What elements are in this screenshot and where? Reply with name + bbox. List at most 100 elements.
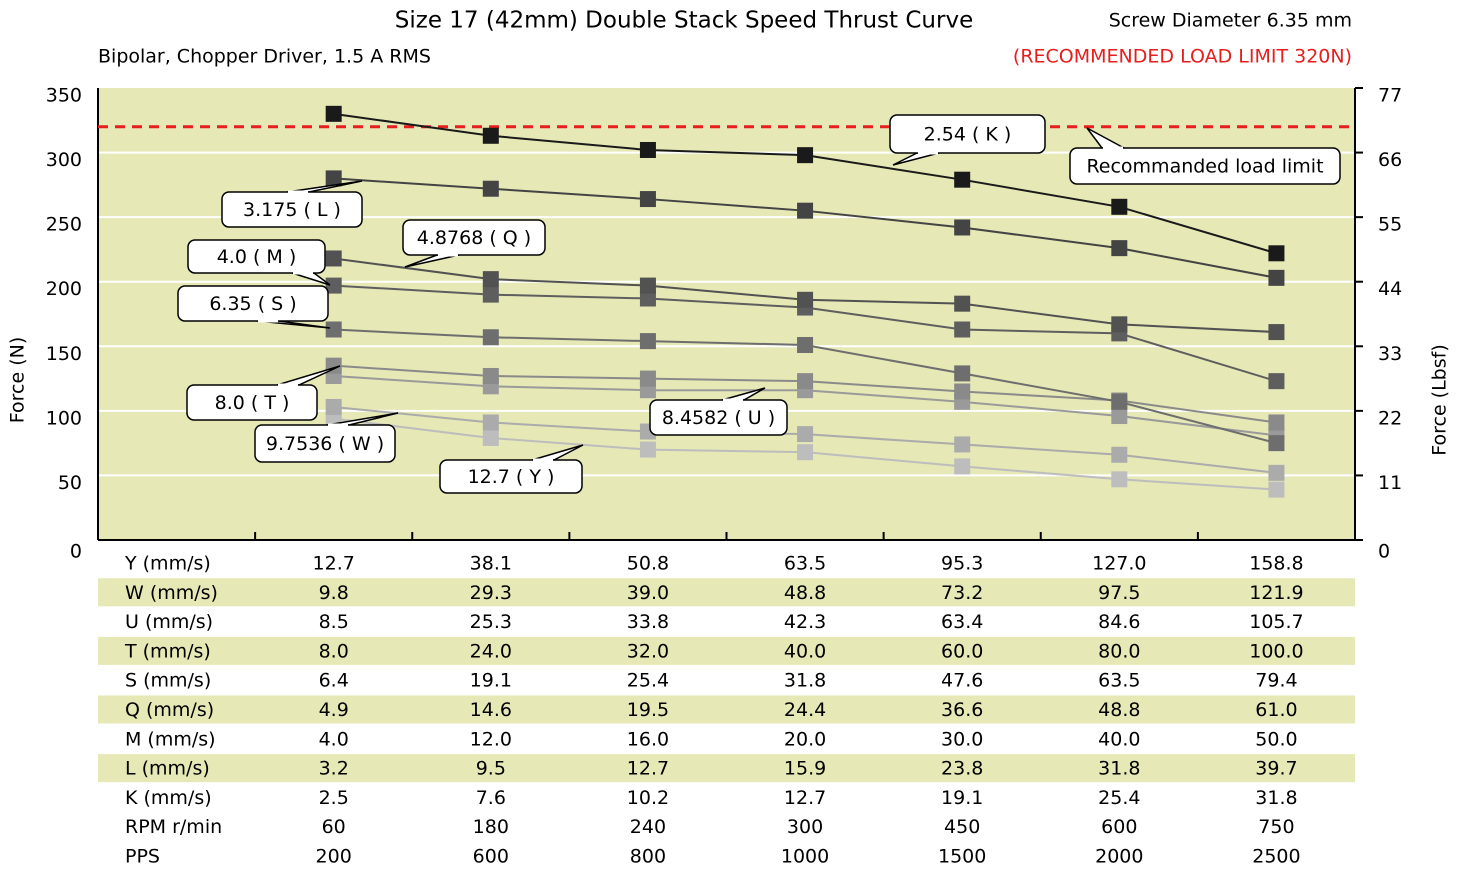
- table-cell: 39.0: [627, 582, 669, 604]
- table-cell: 19.1: [470, 670, 512, 692]
- series-marker: [1268, 464, 1285, 481]
- series-marker: [954, 171, 971, 188]
- series-marker: [797, 373, 814, 390]
- series-marker: [954, 295, 971, 312]
- series-marker: [482, 286, 499, 303]
- table-row-label: RPM r/min: [125, 816, 222, 838]
- table-cell: 42.3: [784, 611, 826, 633]
- table-cell: 24.0: [470, 640, 512, 662]
- table-cell: 240: [630, 816, 666, 838]
- table-cell: 36.6: [941, 699, 983, 721]
- series-marker: [1111, 408, 1128, 425]
- y2-tick-label: 11: [1378, 472, 1402, 494]
- table-cell: 127.0: [1092, 553, 1146, 575]
- table-cell: 39.7: [1255, 758, 1297, 780]
- table-cell: 63.5: [1098, 670, 1140, 692]
- callout-box: [402, 219, 546, 256]
- y2-tick-label: 0: [1378, 541, 1390, 563]
- series-marker: [325, 277, 342, 294]
- series-marker: [639, 191, 656, 208]
- legend-label: 12.7 ( Y ): [468, 466, 555, 488]
- y2-tick-label: 55: [1378, 214, 1402, 236]
- table-row-band: [98, 754, 1355, 783]
- table-row-band: [98, 695, 1355, 724]
- table-cell: 8.0: [319, 640, 349, 662]
- table-cell: 63.5: [784, 553, 826, 575]
- series-marker: [797, 444, 814, 461]
- table-cell: 600: [1101, 816, 1137, 838]
- y-tick-label: 150: [46, 343, 82, 365]
- table-row-label: M (mm/s): [125, 728, 216, 750]
- table-cell: 750: [1258, 816, 1294, 838]
- series-marker: [482, 429, 499, 446]
- callout-box: [186, 384, 318, 421]
- table-cell: 180: [473, 816, 509, 838]
- series-marker: [1268, 414, 1285, 431]
- table-cell: 4.9: [319, 699, 349, 721]
- table-cell: 10.2: [627, 787, 669, 809]
- callout-box: [649, 399, 788, 436]
- table-cell: 800: [630, 846, 666, 868]
- table-cell: 9.8: [319, 582, 349, 604]
- table-cell: 3.2: [319, 758, 349, 780]
- series-marker: [482, 271, 499, 288]
- y2-tick-label: 22: [1378, 407, 1402, 429]
- series-marker: [1268, 435, 1285, 452]
- series-marker: [639, 290, 656, 307]
- table-cell: 84.6: [1098, 611, 1140, 633]
- series-marker: [1111, 198, 1128, 215]
- table-row-label: S (mm/s): [125, 670, 211, 692]
- table-cell: 2.5: [319, 787, 349, 809]
- table-cell: 25.4: [1098, 787, 1140, 809]
- callout-box: [187, 239, 326, 274]
- series-marker: [954, 458, 971, 475]
- series-marker: [639, 441, 656, 458]
- series-marker: [1268, 373, 1285, 390]
- series-marker: [1111, 393, 1128, 410]
- limit-label: Recommanded load limit: [1086, 156, 1323, 178]
- legend-label: 9.7536 ( W ): [266, 433, 384, 455]
- table-row-label: W (mm/s): [125, 582, 218, 604]
- y2-tick-label: 44: [1378, 278, 1402, 300]
- table-cell: 12.7: [627, 758, 669, 780]
- legend-label: 4.8768 ( Q ): [417, 227, 531, 249]
- table-cell: 12.0: [470, 728, 512, 750]
- table-cell: 8.5: [319, 611, 349, 633]
- table-cell: 31.8: [1098, 758, 1140, 780]
- series-marker: [325, 105, 342, 122]
- table-row-band: [98, 636, 1355, 665]
- limit-note: (RECOMMENDED LOAD LIMIT 320N): [1013, 46, 1352, 68]
- table-cell: 40.0: [1098, 728, 1140, 750]
- table-cell: 1500: [938, 846, 986, 868]
- table-row-label: T (mm/s): [124, 640, 211, 662]
- table-cell: 31.8: [784, 670, 826, 692]
- table-cell: 1000: [781, 846, 829, 868]
- series-marker: [954, 321, 971, 338]
- series-marker: [1111, 471, 1128, 488]
- table-cell: 50.8: [627, 553, 669, 575]
- series-marker: [797, 202, 814, 219]
- y-tick-label: 300: [46, 149, 82, 171]
- table-cell: 105.7: [1249, 611, 1303, 633]
- table-cell: 25.3: [470, 611, 512, 633]
- table-cell: 19.1: [941, 787, 983, 809]
- table-cell: 97.5: [1098, 582, 1140, 604]
- table-row-label: Y (mm/s): [124, 553, 211, 575]
- y2-tick-label: 66: [1378, 149, 1402, 171]
- series-marker: [1268, 269, 1285, 286]
- table-cell: 33.8: [627, 611, 669, 633]
- legend-label: 4.0 ( M ): [217, 246, 297, 268]
- table-cell: 121.9: [1249, 582, 1303, 604]
- table-cell: 48.8: [1098, 699, 1140, 721]
- series-marker: [1111, 446, 1128, 463]
- series-marker: [954, 365, 971, 382]
- table-cell: 450: [944, 816, 980, 838]
- table-cell: 200: [316, 846, 352, 868]
- callout-box: [177, 285, 329, 322]
- table-row-label: PPS: [125, 846, 160, 868]
- series-marker: [797, 147, 814, 164]
- table-cell: 80.0: [1098, 640, 1140, 662]
- callout-box: [439, 459, 583, 494]
- table-cell: 29.3: [470, 582, 512, 604]
